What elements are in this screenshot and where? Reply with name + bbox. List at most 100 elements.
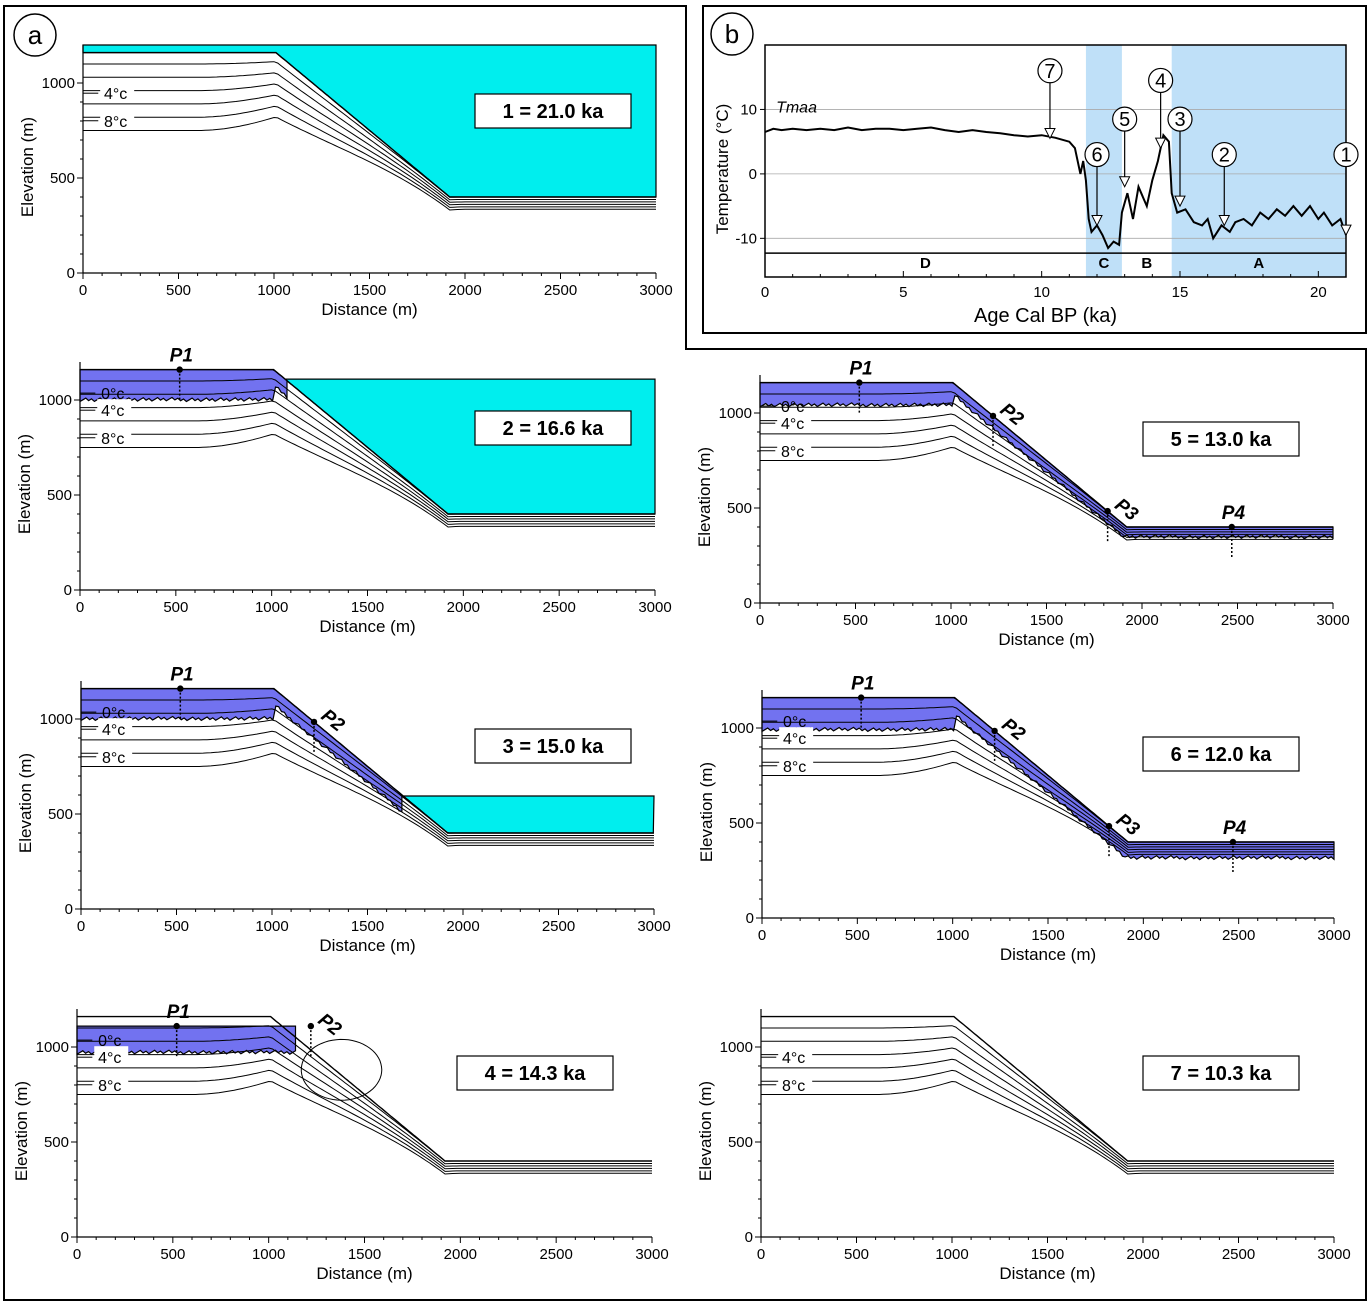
talik-contour — [300, 1038, 383, 1101]
isotherm-label: 8°c — [102, 750, 125, 767]
y-tick-label: -10 — [735, 230, 757, 247]
marker-label-1: 1 — [1340, 145, 1351, 167]
ground-surface — [80, 368, 655, 515]
x-tick-label: 20 — [1310, 284, 1327, 301]
x-axis-label: Distance (m) — [999, 1264, 1095, 1283]
x-tick-label: 2000 — [447, 599, 480, 616]
age-box — [1142, 736, 1300, 772]
isotherm-line — [761, 1036, 1334, 1165]
marker-label-2: 2 — [1219, 145, 1230, 167]
x-axis-label: Distance (m) — [321, 300, 417, 319]
x-tick-label: 500 — [844, 1246, 869, 1263]
isotherm-line — [80, 422, 655, 525]
zone-label-b: B — [1141, 255, 1152, 272]
x-tick-label: 2000 — [1127, 927, 1160, 944]
y-tick-label: 500 — [44, 1134, 69, 1151]
x-tick-label: 5 — [899, 284, 907, 301]
isotherm-line — [762, 739, 1334, 851]
isotherm-label: 8°c — [98, 1078, 121, 1095]
x-tick-label: 500 — [166, 282, 191, 299]
borehole-label-p4: P4 — [1223, 818, 1247, 839]
isotherm-line — [80, 400, 655, 520]
x-tick-label: 3000 — [639, 282, 672, 299]
isotherm-label: 4°c — [98, 1050, 121, 1067]
isotherm-label: 4°c — [104, 86, 127, 103]
x-tick-label: 3000 — [1317, 927, 1350, 944]
isotherm-label-bg — [777, 439, 812, 458]
isotherm-line — [83, 116, 656, 211]
marker-label-7: 7 — [1044, 61, 1055, 83]
y-tick-label: 500 — [729, 815, 754, 832]
x-tick-label: 0 — [756, 612, 764, 629]
x-tick-label: 0 — [761, 284, 769, 301]
isotherm-label: 4°c — [781, 416, 804, 433]
x-tick-label: 1000 — [257, 282, 290, 299]
x-tick-label: 0 — [73, 1246, 81, 1263]
x-tick-label: 500 — [845, 927, 870, 944]
marker-label-3: 3 — [1174, 109, 1185, 131]
y-axis-label: Elevation (m) — [18, 117, 37, 217]
x-tick-label: 0 — [757, 1246, 765, 1263]
borehole-label-p1: P1 — [167, 1002, 190, 1023]
x-tick-label: 1000 — [255, 599, 288, 616]
y-axis-label: Elevation (m) — [16, 753, 35, 853]
x-tick-label: 2500 — [1221, 612, 1254, 629]
ground-surface — [760, 381, 1333, 528]
borehole-point — [856, 379, 863, 386]
isotherm-label: 8°c — [781, 444, 804, 461]
x-tick-label: 2500 — [1222, 927, 1255, 944]
isotherm-label-bg — [778, 1073, 813, 1092]
y-tick-label: 500 — [728, 1134, 753, 1151]
y-axis-label: Elevation (m) — [12, 1081, 31, 1181]
isotherm-line — [762, 761, 1334, 856]
marker-circle — [1084, 141, 1110, 168]
y-tick-label: 500 — [47, 487, 72, 504]
isotherm-label-bg — [100, 82, 135, 101]
isotherm-line — [83, 83, 656, 203]
isotherm-line — [80, 411, 655, 523]
y-tick-label: 0 — [61, 1229, 69, 1246]
y-tick-label: 1000 — [40, 711, 73, 728]
marker-circle — [1148, 67, 1174, 94]
borehole-label-p1: P1 — [851, 674, 874, 695]
panel-a-label-circle — [13, 13, 57, 57]
x-tick-label: 0 — [76, 599, 84, 616]
isotherm-line — [762, 728, 1334, 848]
x-tick-label: 1000 — [935, 1246, 968, 1263]
panel-a-frame — [3, 5, 1367, 1301]
ground-surface — [77, 1015, 652, 1162]
isotherm-line — [83, 105, 656, 208]
panel-b-frame — [702, 5, 1367, 334]
borehole-point — [857, 694, 865, 701]
isotherm-label: 8°c — [783, 759, 806, 776]
y-tick-label: 500 — [727, 500, 752, 517]
isotherm-label-bg — [100, 109, 135, 128]
borehole-point — [1229, 838, 1237, 846]
y-axis-label: Elevation (m) — [697, 762, 716, 862]
isotherm-label: 0°c — [783, 714, 806, 731]
isotherm-label: 4°c — [102, 722, 125, 739]
isotherm-label-bg — [94, 1073, 129, 1092]
x-tick-label: 3000 — [1317, 1246, 1350, 1263]
x-axis-label: Distance (m) — [319, 617, 415, 636]
borehole-point — [176, 366, 183, 373]
x-axis-label: Distance (m) — [319, 936, 415, 955]
isotherm-line — [762, 750, 1334, 853]
isotherm-line — [83, 72, 656, 201]
x-tick-label: 500 — [163, 599, 188, 616]
isotherm-label-bg — [97, 426, 132, 445]
age-title: 2 = 16.6 ka — [503, 418, 605, 440]
age-title: 6 = 12.0 ka — [1171, 744, 1273, 766]
x-tick-label: 500 — [160, 1246, 185, 1263]
y-tick-label: 500 — [48, 806, 73, 823]
profile-chart-2: 0°c4°c 8°c P1 0 500 1000 1500 2000 2500 3000 0 500 1… — [15, 346, 672, 636]
x-tick-label: 500 — [164, 918, 189, 935]
y-axis-label: Elevation (m) — [696, 1081, 715, 1181]
y-tick-label: 500 — [50, 170, 75, 187]
marker-label-4: 4 — [1155, 70, 1166, 92]
x-tick-label: 10 — [1033, 284, 1050, 301]
